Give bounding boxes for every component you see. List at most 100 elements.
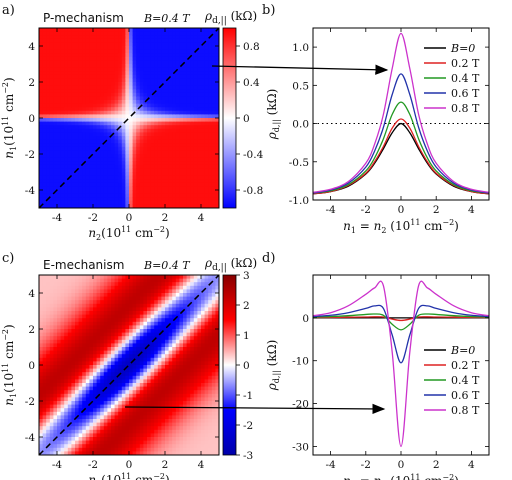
heatmap-cell (67, 311, 72, 316)
heatmap-cell (147, 361, 152, 366)
heatmap-cell (175, 46, 180, 51)
heatmap-cell (60, 82, 65, 87)
heatmap-cell (204, 103, 209, 108)
heatmap-cell (136, 339, 141, 344)
heatmap-cell (53, 375, 58, 380)
heatmap-cell (60, 321, 65, 326)
heatmap-cell (125, 440, 130, 445)
heatmap-cell (64, 321, 69, 326)
heatmap-cell (85, 172, 90, 177)
heatmap-cell (111, 397, 116, 402)
heatmap-cell (165, 114, 170, 119)
heatmap-cell (67, 397, 72, 402)
heatmap-cell (204, 60, 209, 65)
heatmap-cell (118, 182, 123, 187)
heatmap-cell (103, 350, 108, 355)
heatmap-cell (179, 336, 184, 341)
heatmap-cell (111, 78, 116, 83)
heatmap-cell (161, 379, 166, 384)
heatmap-cell (57, 419, 62, 424)
heatmap-cell (111, 426, 116, 431)
heatmap-cell (89, 397, 94, 402)
heatmap-cell (93, 53, 98, 58)
heatmap-cell (93, 136, 98, 141)
heatmap-cell (118, 89, 123, 94)
heatmap-cell (175, 437, 180, 442)
heatmap-cell (107, 401, 112, 406)
heatmap-cell (53, 411, 58, 416)
heatmap-cell (49, 67, 54, 72)
heatmap-cell (75, 408, 80, 413)
heatmap-cell (121, 56, 126, 61)
heatmap-cell (183, 82, 188, 87)
heatmap-cell (60, 415, 65, 420)
heatmap-cell (193, 38, 198, 43)
heatmap-cell (172, 343, 177, 348)
heatmap-cell (204, 96, 209, 101)
heatmap-cell (172, 136, 177, 141)
heatmap-cell (204, 336, 209, 341)
heatmap-cell (46, 89, 51, 94)
heatmap-cell (193, 293, 198, 298)
heatmap-cell (82, 332, 87, 337)
heatmap-cell (150, 354, 155, 359)
heatmap-cell (85, 318, 90, 323)
heatmap-cell (143, 278, 148, 283)
heatmap-cell (129, 92, 134, 97)
heatmap-cell (103, 31, 108, 36)
heatmap-cell (139, 143, 144, 148)
heatmap-cell (143, 60, 148, 65)
heatmap-cell (161, 300, 166, 305)
heatmap-cell (147, 193, 152, 198)
heatmap-cell (111, 110, 116, 115)
heatmap-cell (157, 168, 162, 173)
heatmap-cell (204, 451, 209, 455)
heatmap-cell (183, 157, 188, 162)
heatmap-cell (215, 121, 219, 126)
heatmap-cell (107, 357, 112, 362)
heatmap-cell (186, 78, 191, 83)
heatmap-cell (114, 383, 119, 388)
heatmap-cell (67, 347, 72, 352)
heatmap-cell (172, 107, 177, 112)
heatmap-cell (75, 143, 80, 148)
heatmap-cell (78, 318, 83, 323)
heatmap-cell (64, 293, 69, 298)
heatmap-cell (42, 89, 47, 94)
heatmap-cell (215, 200, 219, 205)
heatmap-cell (93, 118, 98, 123)
heatmap-cell (49, 31, 54, 36)
heatmap-cell (136, 300, 141, 305)
heatmap-cell (53, 339, 58, 344)
heatmap-cell (208, 347, 213, 352)
heatmap-cell (201, 179, 206, 184)
heatmap-cell (42, 53, 47, 58)
heatmap-cell (93, 343, 98, 348)
heatmap-cell (168, 325, 173, 330)
heatmap-cell (204, 114, 209, 119)
heatmap-cell (172, 415, 177, 420)
heatmap-cell (57, 118, 62, 123)
heatmap-cell (49, 397, 54, 402)
heatmap-cell (150, 347, 155, 352)
heatmap-cell (165, 74, 170, 79)
heatmap-cell (186, 139, 191, 144)
heatmap-cell (82, 146, 87, 151)
heatmap-cell (132, 282, 137, 287)
heatmap-cell (53, 426, 58, 431)
heatmap-cell (168, 175, 173, 180)
heatmap-cell (154, 60, 159, 65)
heatmap-cell (53, 419, 58, 424)
heatmap-cell (211, 325, 216, 330)
heatmap-cell (132, 296, 137, 301)
heatmap-cell (179, 426, 184, 431)
heatmap-cell (46, 397, 51, 402)
heatmap-cell (165, 390, 170, 395)
heatmap-cell (39, 172, 44, 177)
heatmap-cell (103, 53, 108, 58)
heatmap-cell (64, 372, 69, 377)
heatmap-cell (136, 293, 141, 298)
heatmap-cell (129, 307, 134, 312)
heatmap-cell (186, 172, 191, 177)
heatmap-cell (193, 390, 198, 395)
